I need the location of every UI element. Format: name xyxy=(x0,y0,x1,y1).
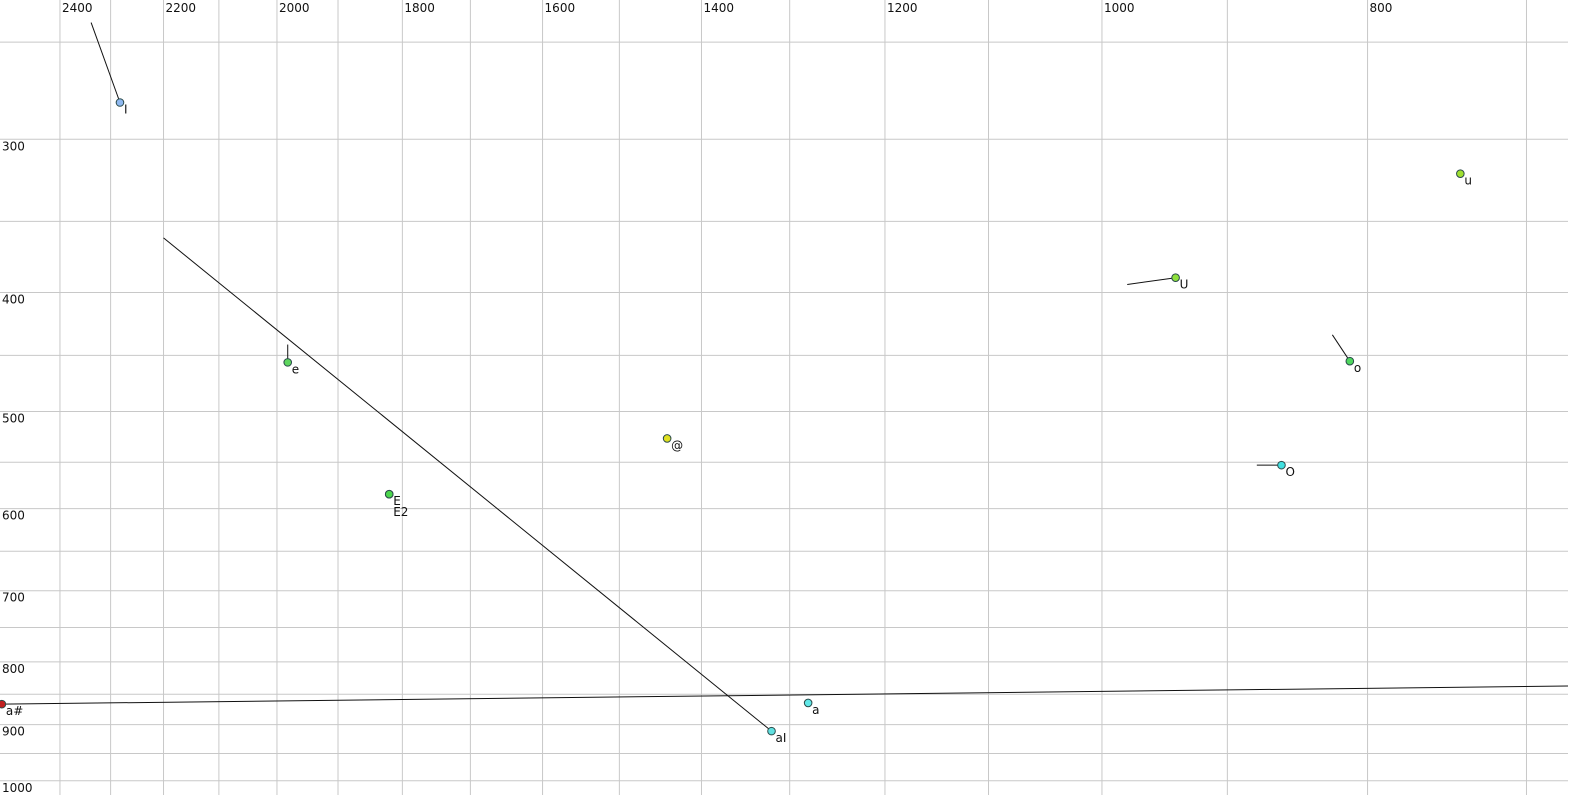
x-tick-label: 1400 xyxy=(703,1,734,15)
vowel-label: o xyxy=(1354,361,1361,375)
vowel-point xyxy=(115,98,125,107)
trajectory xyxy=(163,237,772,732)
vowel-label: a xyxy=(812,703,819,717)
vowel-point xyxy=(1277,460,1286,470)
x-tick-label: 2000 xyxy=(279,1,310,15)
y-tick-label: 800 xyxy=(2,662,25,676)
vowel-point xyxy=(1171,273,1180,283)
y-tick-label: 500 xyxy=(2,411,25,425)
x-tick-label: 2200 xyxy=(166,1,197,15)
vowel-label: @ xyxy=(671,438,683,452)
vowel-point xyxy=(0,699,7,709)
vowel-label: u xyxy=(1464,174,1472,188)
y-tick-label: 300 xyxy=(2,139,25,153)
y-tick-label: 700 xyxy=(2,591,25,605)
vowel-label: E2 xyxy=(393,505,408,519)
vowel-label: aI xyxy=(776,731,787,745)
trajectory xyxy=(1,685,1569,705)
vowel-label: I xyxy=(124,103,128,117)
vowel-point xyxy=(662,434,672,443)
vowel-label: E xyxy=(393,494,401,508)
vowel-label: e xyxy=(292,362,299,376)
trajectory xyxy=(90,22,121,103)
x-tick-label: 800 xyxy=(1370,1,1393,15)
x-tick-label: 1600 xyxy=(545,1,576,15)
vowel-point xyxy=(1456,169,1465,178)
vowel-label: O xyxy=(1285,465,1294,479)
x-tick-label: 1000 xyxy=(1104,1,1135,15)
x-tick-label: 2400 xyxy=(62,1,93,15)
x-tick-label: 1200 xyxy=(887,1,918,15)
vowel-point xyxy=(1345,356,1355,366)
vowel-point xyxy=(767,726,776,736)
x-tick-label: 1800 xyxy=(404,1,435,15)
y-tick-label: 900 xyxy=(2,725,25,739)
vowel-point xyxy=(384,489,394,499)
vowel-label: U xyxy=(1180,278,1189,292)
vowel-point xyxy=(283,358,293,367)
trajectory xyxy=(1127,277,1176,286)
vowel-point xyxy=(803,698,813,708)
vowel-label: a# xyxy=(6,704,23,718)
y-tick-label: 400 xyxy=(2,293,25,307)
trajectory xyxy=(1331,334,1351,362)
y-tick-label: 1000 xyxy=(2,781,33,795)
y-tick-label: 600 xyxy=(2,509,25,523)
